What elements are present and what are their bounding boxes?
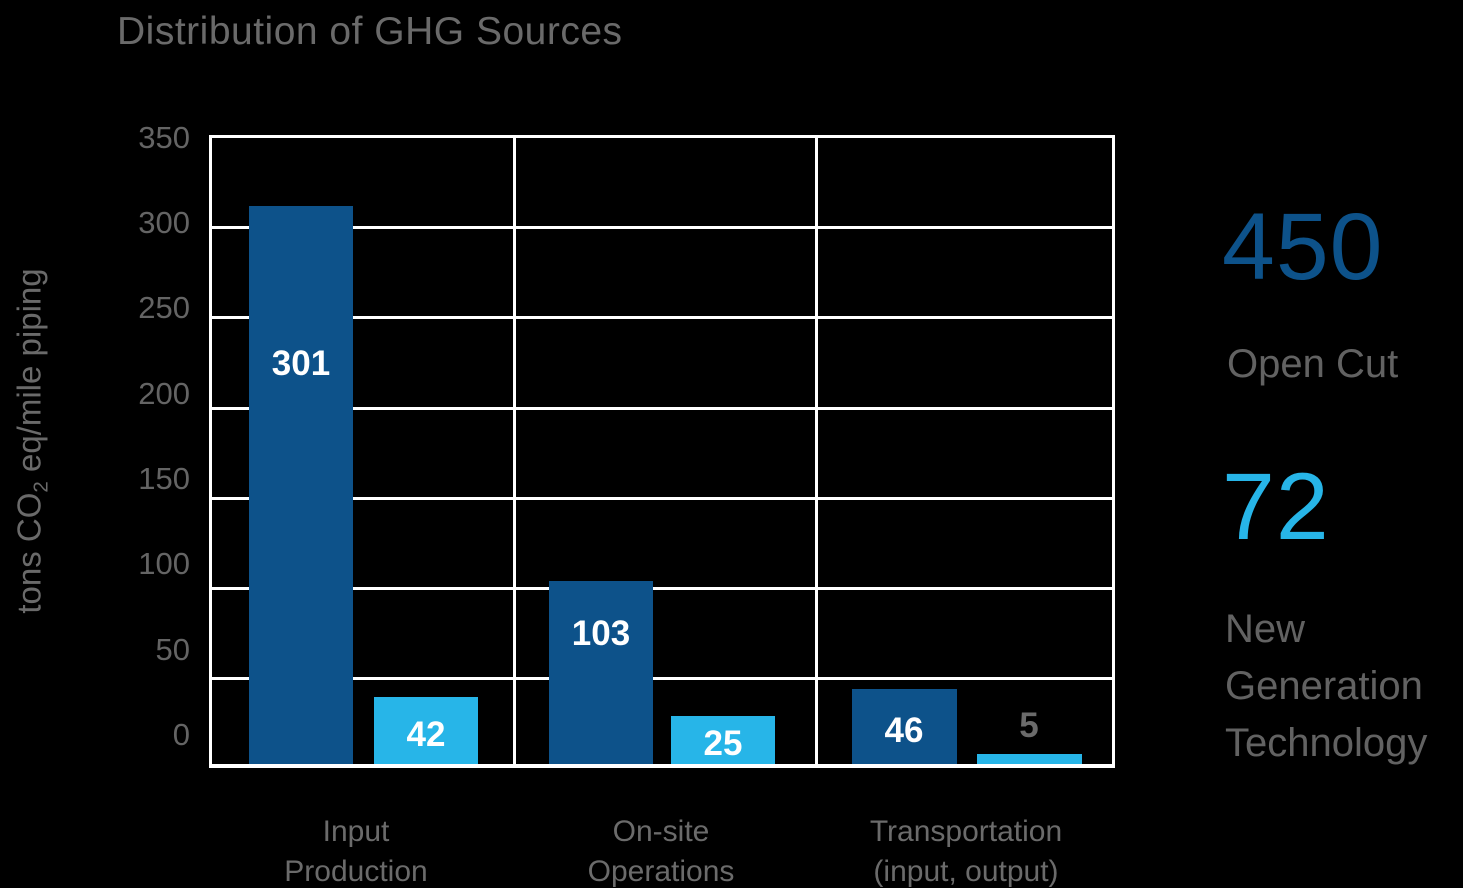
bar-value-5: 5 xyxy=(1019,706,1039,745)
chart-title: Distribution of GHG Sources xyxy=(117,10,623,53)
y-tick-350: 350 xyxy=(138,120,190,155)
category-divider-2 xyxy=(815,138,818,764)
bar-open-cut-input-production xyxy=(249,206,353,764)
gridline-150 xyxy=(212,497,1112,500)
gridline-200 xyxy=(212,407,1112,410)
legend-label-new-gen: New Generation Technology xyxy=(1225,607,1428,765)
category-label-line: On-site xyxy=(612,815,710,848)
category-label-line: Production xyxy=(284,855,428,888)
gridline-300 xyxy=(212,226,1112,229)
bar-open-cut-transportation xyxy=(852,689,957,764)
category-label-line: Input xyxy=(322,815,390,848)
gridline-100 xyxy=(212,587,1112,590)
bar-new-gen-onsite-operations xyxy=(671,716,775,764)
bar-value-301: 301 xyxy=(271,344,331,383)
y-tick-0: 0 xyxy=(172,717,190,752)
plot-area xyxy=(209,135,1115,768)
y-tick-100: 100 xyxy=(138,546,190,581)
category-label-transportation: Transportation (input, output) xyxy=(870,812,1062,888)
legend-total-new-gen: 72 xyxy=(1222,454,1330,560)
category-label-line: (input, output) xyxy=(873,855,1059,888)
bar-new-gen-transportation xyxy=(977,754,1082,764)
gridline-50 xyxy=(212,677,1112,680)
bar-value-42: 42 xyxy=(406,715,446,754)
gridline-250 xyxy=(212,316,1112,319)
y-tick-50: 50 xyxy=(155,632,190,667)
y-tick-300: 300 xyxy=(138,205,190,240)
legend-label-open-cut: Open Cut xyxy=(1227,342,1399,386)
category-label-line: Transportation xyxy=(869,815,1063,848)
category-label-input-production: Input Production xyxy=(284,812,427,888)
y-tick-250: 250 xyxy=(138,290,190,325)
bar-value-46: 46 xyxy=(884,711,924,750)
category-label-line: Operations xyxy=(587,855,735,888)
category-label-onsite-operations: On-site Operations xyxy=(588,812,735,888)
y-tick-150: 150 xyxy=(138,461,190,496)
bar-open-cut-onsite-operations xyxy=(549,581,653,764)
bar-value-25: 25 xyxy=(703,724,743,763)
legend-total-open-cut: 450 xyxy=(1222,194,1384,300)
y-tick-200: 200 xyxy=(138,376,190,411)
bar-new-gen-input-production xyxy=(374,697,478,764)
bar-value-103: 103 xyxy=(571,614,631,653)
category-divider-1 xyxy=(513,138,516,764)
